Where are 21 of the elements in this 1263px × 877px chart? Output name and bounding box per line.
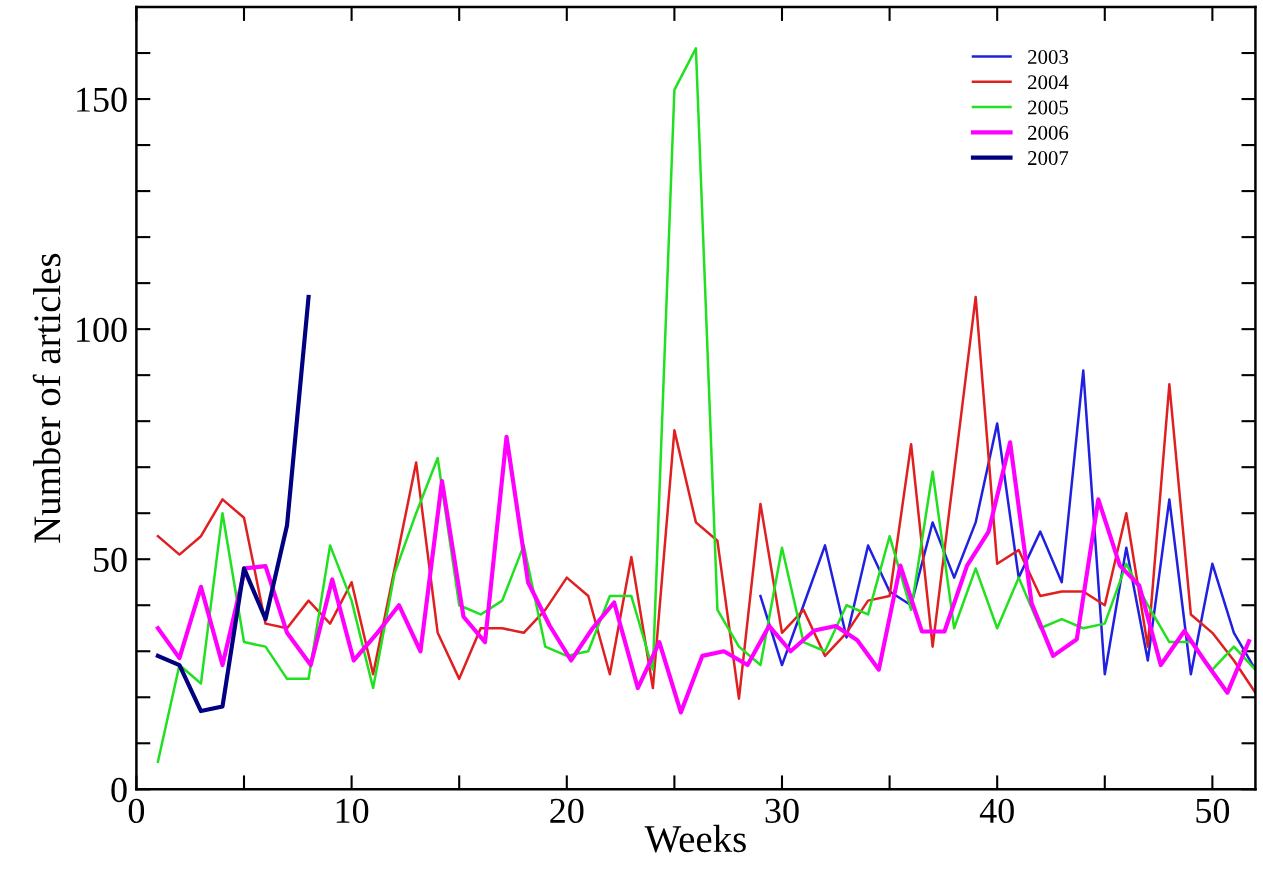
x-tick-label: 40 bbox=[979, 798, 1014, 824]
legend-label: 2006 bbox=[1028, 125, 1069, 140]
legend-label: 2004 bbox=[1028, 75, 1069, 90]
line-series bbox=[156, 295, 1256, 700]
x-tick-label: 20 bbox=[550, 798, 584, 824]
legend-label: 2003 bbox=[1028, 49, 1069, 65]
legend-label: 2007 bbox=[1028, 151, 1069, 166]
line-series bbox=[759, 369, 1256, 676]
y-tick-label: 0 bbox=[111, 777, 127, 803]
y-tick-label: 150 bbox=[77, 87, 127, 112]
line-series bbox=[155, 434, 1252, 715]
x-tick-label: 30 bbox=[765, 798, 799, 824]
y-tick-label: 100 bbox=[77, 317, 127, 343]
x-axis-title: Weeks bbox=[644, 824, 746, 853]
x-tick-label: 10 bbox=[336, 798, 369, 824]
x-tick-label: 0 bbox=[128, 798, 145, 824]
legend-label: 2005 bbox=[1028, 100, 1069, 115]
y-axis-title: Number of articles bbox=[32, 253, 61, 543]
y-tick-label: 50 bbox=[94, 547, 127, 573]
line-series bbox=[155, 294, 311, 714]
x-tick-label: 50 bbox=[1196, 798, 1230, 824]
